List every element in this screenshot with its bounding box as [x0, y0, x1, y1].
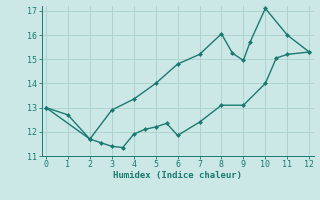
X-axis label: Humidex (Indice chaleur): Humidex (Indice chaleur)	[113, 171, 242, 180]
